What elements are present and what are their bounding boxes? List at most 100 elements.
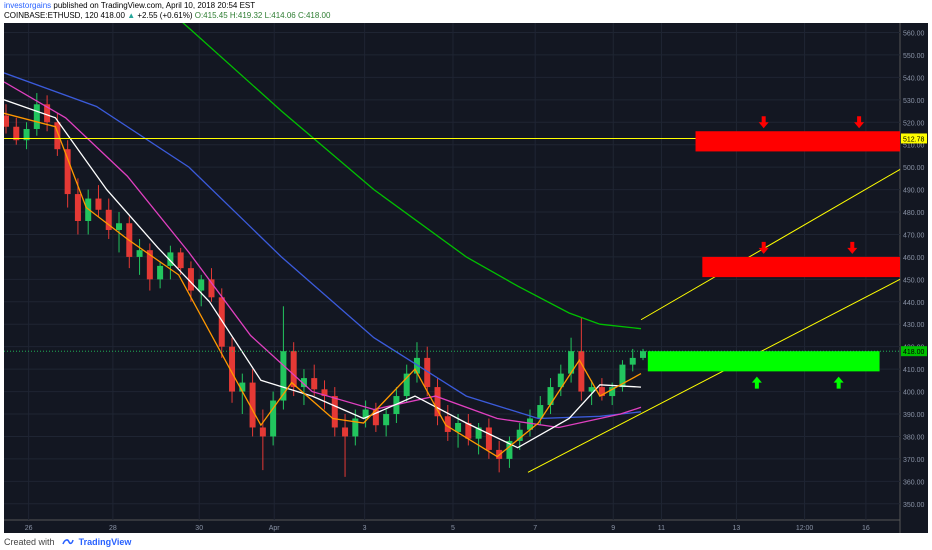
moving-average-line xyxy=(4,99,642,449)
arrow-down-icon xyxy=(758,116,769,129)
y-tick-label: 410.00 xyxy=(903,367,925,374)
y-tick-label: 540.00 xyxy=(903,75,925,82)
candle-body xyxy=(640,351,646,358)
price-change: +2.55 (+0.61%) xyxy=(137,11,193,20)
candle-body xyxy=(198,279,205,291)
x-tick-label: Apr xyxy=(269,525,281,532)
y-tick-label: 450.00 xyxy=(903,277,925,284)
y-tick-label: 530.00 xyxy=(903,98,925,105)
candle-body xyxy=(44,104,51,123)
y-tick-label: 370.00 xyxy=(903,457,925,464)
author-link[interactable]: investorgains xyxy=(4,1,52,10)
price-chart[interactable]: 560.00 550.00 540.00 530.00 520.00 510.00 500.… xyxy=(4,23,928,533)
candle-body xyxy=(64,149,71,195)
candle-body xyxy=(136,250,143,257)
candle-body xyxy=(290,351,297,388)
candle-body xyxy=(208,279,215,298)
high-value: H:419.32 xyxy=(229,11,263,20)
candle-body xyxy=(116,223,123,230)
candle-body xyxy=(547,387,554,406)
close-value: C:418.00 xyxy=(297,11,331,20)
candle-body xyxy=(13,126,20,141)
x-tick-label: 12:00 xyxy=(796,525,814,532)
candle-body xyxy=(23,128,30,141)
y-tick-label: 390.00 xyxy=(903,412,925,419)
candle-body xyxy=(362,409,369,419)
candle-body xyxy=(424,357,431,388)
y-tick-label: 380.00 xyxy=(903,434,925,441)
candle-body xyxy=(54,122,61,150)
candle-body xyxy=(434,387,441,417)
candle-body xyxy=(537,405,544,419)
y-tick-label: 400.00 xyxy=(903,390,925,397)
candle-body xyxy=(609,387,616,397)
x-tick-label: 16 xyxy=(862,525,870,532)
moving-average-line xyxy=(4,81,642,429)
candle-body xyxy=(331,396,338,428)
candle-body xyxy=(413,357,420,374)
candle-body xyxy=(4,115,9,127)
candle-body xyxy=(557,373,564,388)
y-tick-label: 490.00 xyxy=(903,188,925,195)
y-tick-label: 550.00 xyxy=(903,53,925,60)
candle-body xyxy=(372,409,379,426)
up-triangle-icon: ▲ xyxy=(127,11,136,20)
x-tick-label: 13 xyxy=(733,525,741,532)
candle-body xyxy=(33,104,40,129)
candle-body xyxy=(259,427,266,437)
tradingview-brand[interactable]: TradingView xyxy=(78,537,132,547)
chart-header: investorgains published on TradingView.c… xyxy=(0,0,932,22)
candle-body xyxy=(455,422,462,432)
resistance-zone xyxy=(695,131,900,152)
candle-body xyxy=(485,427,492,450)
candle-body xyxy=(74,194,81,222)
x-tick-label: 3 xyxy=(363,525,367,532)
candle-body xyxy=(218,297,225,347)
candle-body xyxy=(588,387,595,392)
support-zone xyxy=(647,351,880,372)
y-tick-label: 560.00 xyxy=(903,30,925,37)
candle-body xyxy=(475,427,482,439)
y-tick-label: 500.00 xyxy=(903,165,925,172)
low-value: L:414.06 xyxy=(264,11,296,20)
candle-body xyxy=(352,418,359,437)
arrow-down-icon xyxy=(758,241,769,254)
candle-body xyxy=(383,414,390,426)
candle-body xyxy=(229,346,236,392)
moving-average-line xyxy=(4,72,642,420)
candle-body xyxy=(311,378,318,390)
symbol-label[interactable]: COINBASE:ETHUSD, 120 xyxy=(4,11,99,20)
moving-average-line xyxy=(4,112,642,458)
time-axis-background xyxy=(4,520,900,533)
publish-info: published on TradingView.com, April 10, … xyxy=(53,1,256,10)
y-tick-label: 470.00 xyxy=(903,232,925,239)
candle-body xyxy=(280,351,287,401)
trend-line xyxy=(527,278,901,473)
y-tick-label: 440.00 xyxy=(903,300,925,307)
candle-body xyxy=(619,364,626,388)
price-label-box xyxy=(901,133,927,144)
candle-body xyxy=(598,387,605,397)
candle-body xyxy=(300,378,307,388)
resistance-zone xyxy=(702,256,900,278)
publish-line: investorgains published on TradingView.c… xyxy=(4,1,255,11)
x-tick-label: 28 xyxy=(109,525,117,532)
price-label-text: 512.78 xyxy=(903,136,925,143)
candle-body xyxy=(270,400,277,437)
candle-body xyxy=(146,250,153,280)
open-value: O:415.45 xyxy=(194,11,228,20)
y-tick-label: 520.00 xyxy=(903,120,925,127)
arrow-down-icon xyxy=(854,116,865,129)
candle-body xyxy=(95,198,102,210)
tradingview-logo-icon xyxy=(62,539,74,545)
y-tick-label: 460.00 xyxy=(903,255,925,262)
price-label-box xyxy=(901,346,927,357)
candle-body xyxy=(157,265,164,280)
y-tick-label: 510.00 xyxy=(903,143,925,150)
candle-body xyxy=(321,389,328,397)
arrow-down-icon xyxy=(847,241,858,254)
candle-body xyxy=(342,427,349,437)
y-tick-label: 480.00 xyxy=(903,210,925,217)
moving-average-line xyxy=(182,23,642,330)
candle-body xyxy=(239,382,246,392)
